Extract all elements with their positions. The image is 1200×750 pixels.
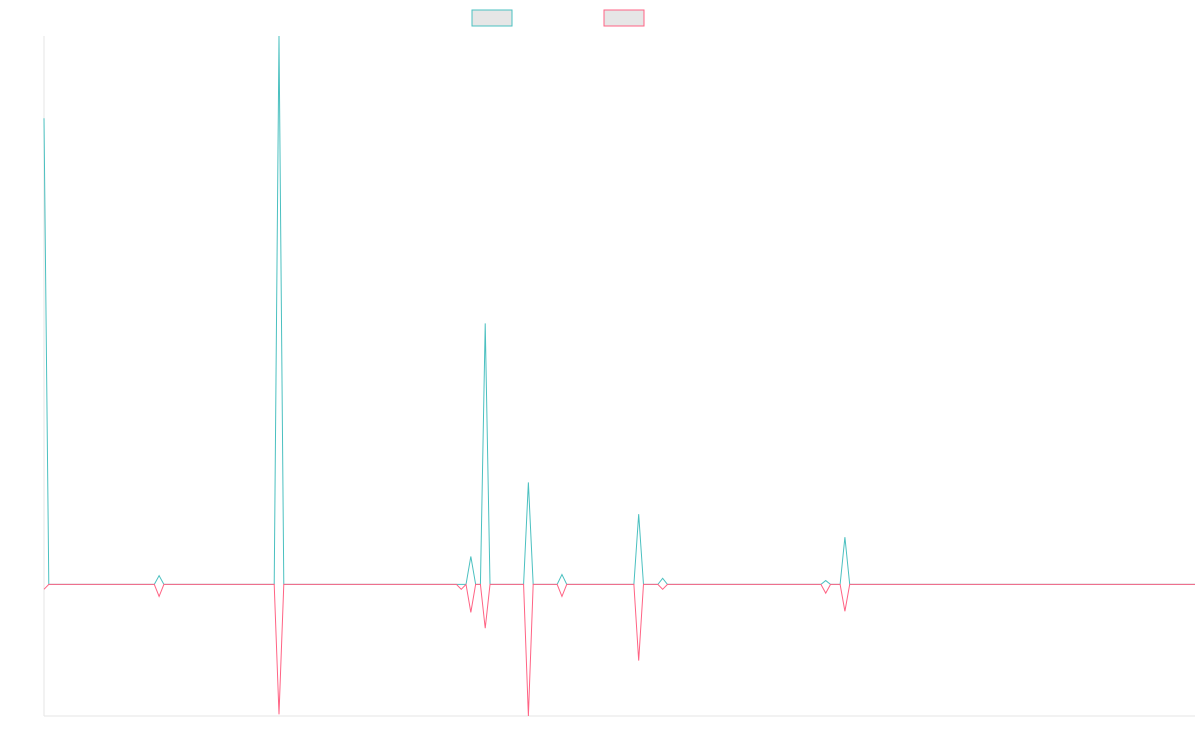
series-line — [43, 35, 1195, 585]
legend-swatch — [603, 9, 645, 27]
legend-swatch — [471, 9, 513, 27]
series-line — [43, 583, 1195, 717]
